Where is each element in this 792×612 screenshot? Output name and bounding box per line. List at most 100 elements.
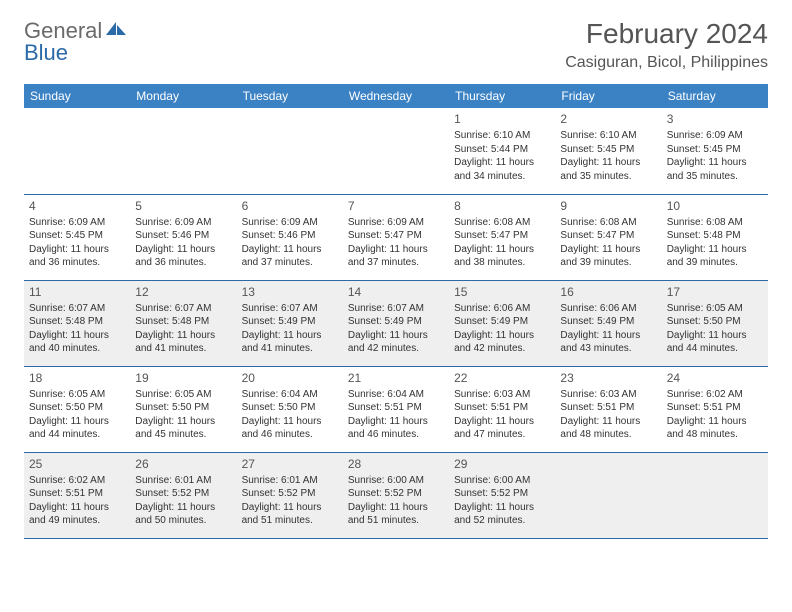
daylight-text: and 46 minutes. — [348, 428, 444, 442]
sunset-text: Sunset: 5:52 PM — [348, 487, 444, 501]
day-number: 26 — [135, 456, 231, 472]
daylight-text: and 48 minutes. — [667, 428, 763, 442]
day-cell: 10Sunrise: 6:08 AMSunset: 5:48 PMDayligh… — [662, 194, 768, 280]
day-cell: 23Sunrise: 6:03 AMSunset: 5:51 PMDayligh… — [555, 366, 661, 452]
daylight-text: Daylight: 11 hours — [348, 415, 444, 429]
day-cell: 20Sunrise: 6:04 AMSunset: 5:50 PMDayligh… — [237, 366, 343, 452]
daylight-text: Daylight: 11 hours — [135, 243, 231, 257]
daylight-text: Daylight: 11 hours — [667, 415, 763, 429]
day-cell: 25Sunrise: 6:02 AMSunset: 5:51 PMDayligh… — [24, 452, 130, 538]
daylight-text: Daylight: 11 hours — [29, 243, 125, 257]
day-number: 18 — [29, 370, 125, 386]
title-block: February 2024 Casiguran, Bicol, Philippi… — [565, 18, 768, 72]
day-number: 16 — [560, 284, 656, 300]
sunrise-text: Sunrise: 6:05 AM — [29, 388, 125, 402]
sunrise-text: Sunrise: 6:09 AM — [29, 216, 125, 230]
sunset-text: Sunset: 5:50 PM — [29, 401, 125, 415]
daylight-text: Daylight: 11 hours — [348, 329, 444, 343]
daylight-text: Daylight: 11 hours — [135, 415, 231, 429]
sunset-text: Sunset: 5:52 PM — [242, 487, 338, 501]
sunset-text: Sunset: 5:51 PM — [348, 401, 444, 415]
daylight-text: Daylight: 11 hours — [29, 501, 125, 515]
day-number: 9 — [560, 198, 656, 214]
day-cell: 18 Sunrise: 6:05 AMSunset: 5:50 PMDayligh… — [24, 366, 130, 452]
daylight-text: Daylight: 11 hours — [29, 415, 125, 429]
day-number: 23 — [560, 370, 656, 386]
sunrise-text: Sunrise: 6:03 AM — [454, 388, 550, 402]
daylight-text: and 35 minutes. — [667, 170, 763, 184]
day-number: 27 — [242, 456, 338, 472]
day-number: 3 — [667, 111, 763, 127]
day-cell: 5Sunrise: 6:09 AMSunset: 5:46 PMDaylight… — [130, 194, 236, 280]
daylight-text: and 41 minutes. — [242, 342, 338, 356]
daylight-text: and 51 minutes. — [242, 514, 338, 528]
day-cell: 2Sunrise: 6:10 AMSunset: 5:45 PMDaylight… — [555, 108, 661, 194]
daylight-text: and 49 minutes. — [29, 514, 125, 528]
sunset-text: Sunset: 5:46 PM — [242, 229, 338, 243]
daylight-text: and 46 minutes. — [242, 428, 338, 442]
day-cell: 8Sunrise: 6:08 AMSunset: 5:47 PMDaylight… — [449, 194, 555, 280]
day-cell: 11Sunrise: 6:07 AMSunset: 5:48 PMDayligh… — [24, 280, 130, 366]
day-cell: 29Sunrise: 6:00 AMSunset: 5:52 PMDayligh… — [449, 452, 555, 538]
day-number: 7 — [348, 198, 444, 214]
sunset-text: Sunset: 5:48 PM — [667, 229, 763, 243]
daylight-text: Daylight: 11 hours — [667, 243, 763, 257]
sunrise-text: Sunrise: 6:06 AM — [560, 302, 656, 316]
sunset-text: Sunset: 5:47 PM — [454, 229, 550, 243]
daylight-text: and 41 minutes. — [135, 342, 231, 356]
sunset-text: Sunset: 5:49 PM — [348, 315, 444, 329]
daylight-text: and 36 minutes. — [135, 256, 231, 270]
day-header: Friday — [555, 84, 661, 108]
daylight-text: Daylight: 11 hours — [560, 156, 656, 170]
month-title: February 2024 — [565, 18, 768, 50]
daylight-text: and 35 minutes. — [560, 170, 656, 184]
day-cell: 4Sunrise: 6:09 AMSunset: 5:45 PMDaylight… — [24, 194, 130, 280]
daylight-text: Daylight: 11 hours — [560, 415, 656, 429]
sunrise-text: Sunrise: 6:01 AM — [135, 474, 231, 488]
daylight-text: Daylight: 11 hours — [560, 243, 656, 257]
sunrise-text: Sunrise: 6:08 AM — [454, 216, 550, 230]
logo-blue-wrap: Blue — [24, 40, 68, 66]
daylight-text: and 45 minutes. — [135, 428, 231, 442]
daylight-text: Daylight: 11 hours — [242, 243, 338, 257]
sunrise-text: Sunrise: 6:04 AM — [348, 388, 444, 402]
week-row: 11Sunrise: 6:07 AMSunset: 5:48 PMDayligh… — [24, 280, 768, 366]
daylight-text: Daylight: 11 hours — [348, 243, 444, 257]
day-number: 13 — [242, 284, 338, 300]
day-number: 14 — [348, 284, 444, 300]
sunrise-text: Sunrise: 6:00 AM — [348, 474, 444, 488]
sunrise-text: Sunrise: 6:00 AM — [454, 474, 550, 488]
day-header: Sunday — [24, 84, 130, 108]
day-number: 15 — [454, 284, 550, 300]
day-number: 29 — [454, 456, 550, 472]
day-header: Wednesday — [343, 84, 449, 108]
day-number: 21 — [348, 370, 444, 386]
daylight-text: and 34 minutes. — [454, 170, 550, 184]
day-cell: 19Sunrise: 6:05 AMSunset: 5:50 PMDayligh… — [130, 366, 236, 452]
day-cell: 16Sunrise: 6:06 AMSunset: 5:49 PMDayligh… — [555, 280, 661, 366]
day-number: 17 — [667, 284, 763, 300]
sunrise-text: Sunrise: 6:04 AM — [242, 388, 338, 402]
day-number: 2 — [560, 111, 656, 127]
sunset-text: Sunset: 5:51 PM — [454, 401, 550, 415]
sunset-text: Sunset: 5:52 PM — [135, 487, 231, 501]
week-row: 4Sunrise: 6:09 AMSunset: 5:45 PMDaylight… — [24, 194, 768, 280]
day-cell: 12Sunrise: 6:07 AMSunset: 5:48 PMDayligh… — [130, 280, 236, 366]
day-cell: 17Sunrise: 6:05 AMSunset: 5:50 PMDayligh… — [662, 280, 768, 366]
daylight-text: and 42 minutes. — [348, 342, 444, 356]
day-number: 22 — [454, 370, 550, 386]
daylight-text: Daylight: 11 hours — [242, 415, 338, 429]
sunset-text: Sunset: 5:50 PM — [242, 401, 338, 415]
day-number: 28 — [348, 456, 444, 472]
sunset-text: Sunset: 5:49 PM — [454, 315, 550, 329]
sunrise-text: Sunrise: 6:07 AM — [242, 302, 338, 316]
sunrise-text: Sunrise: 6:10 AM — [560, 129, 656, 143]
daylight-text: and 47 minutes. — [454, 428, 550, 442]
sunrise-text: Sunrise: 6:09 AM — [242, 216, 338, 230]
calendar-body: 1Sunrise: 6:10 AMSunset: 5:44 PMDaylight… — [24, 108, 768, 538]
day-cell: 28Sunrise: 6:00 AMSunset: 5:52 PMDayligh… — [343, 452, 449, 538]
daylight-text: and 39 minutes. — [560, 256, 656, 270]
sunset-text: Sunset: 5:47 PM — [560, 229, 656, 243]
daylight-text: Daylight: 11 hours — [135, 329, 231, 343]
day-cell — [24, 108, 130, 194]
